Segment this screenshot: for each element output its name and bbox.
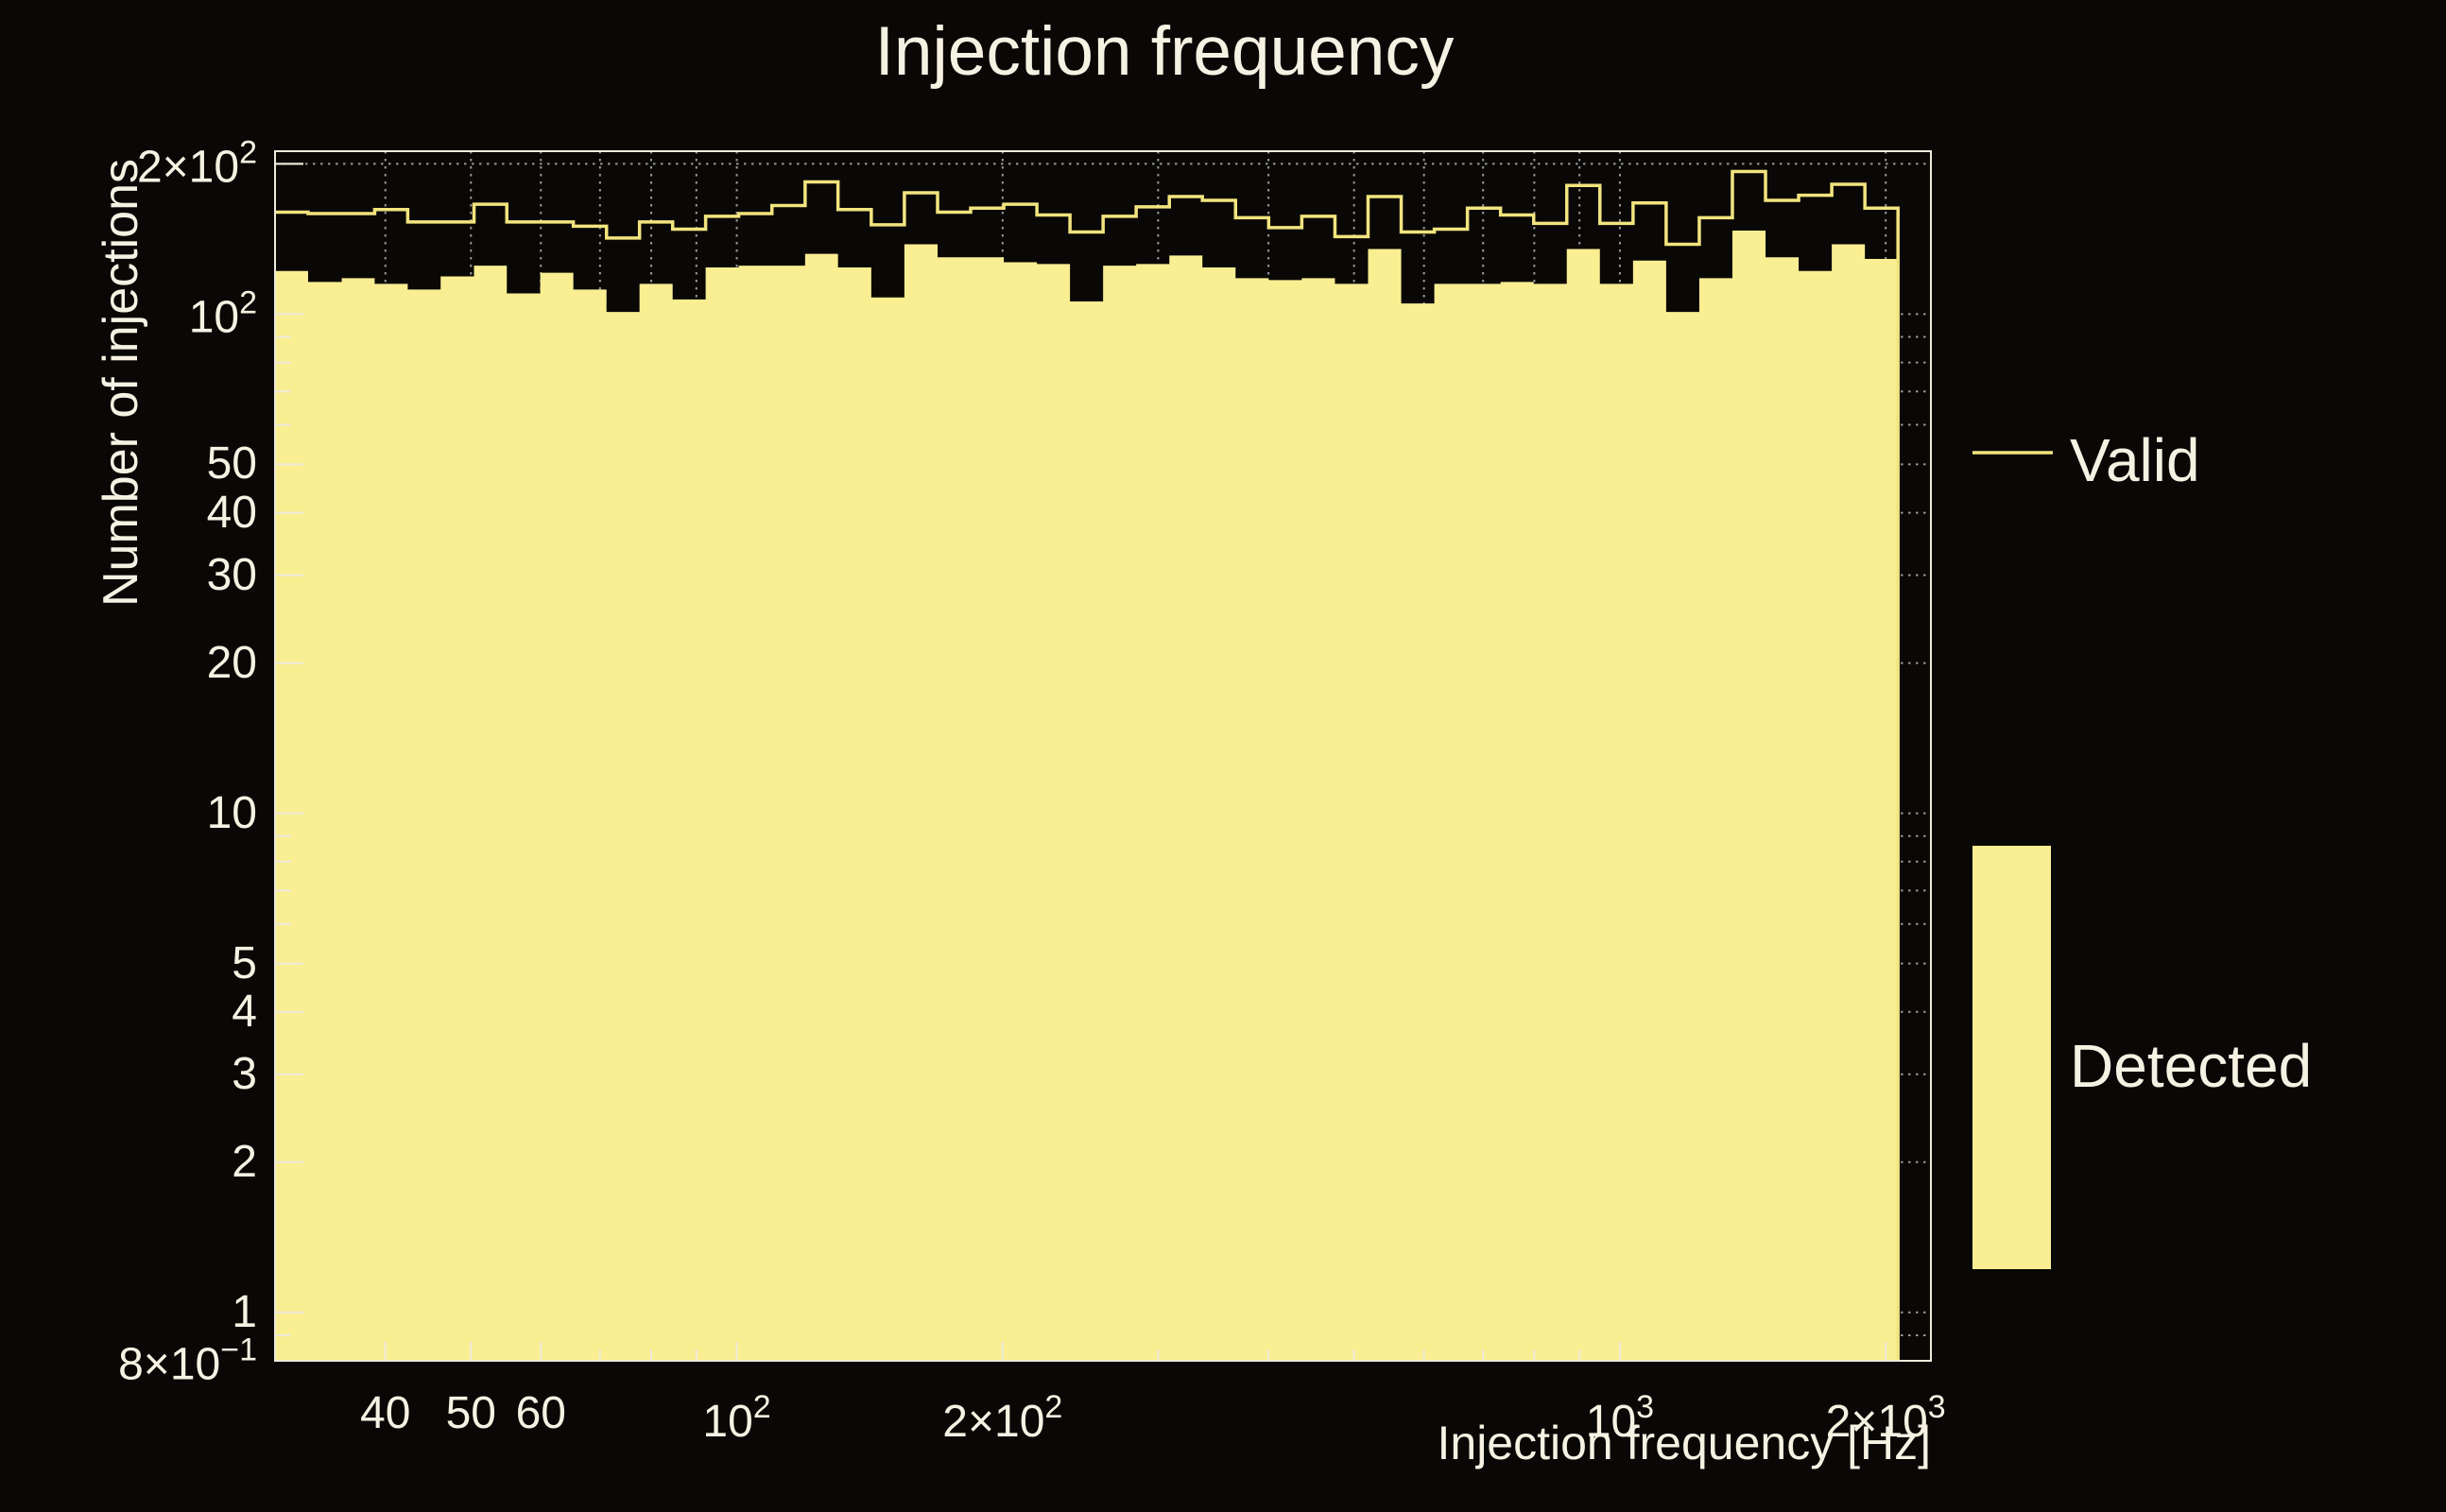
y-tick-label: 1 [232, 1286, 257, 1337]
tick-exponent: 2 [752, 1389, 771, 1425]
x-tick-label: 50 [445, 1388, 496, 1438]
y-tick-label: 102 [188, 284, 257, 343]
legend-label-detected: Detected [2070, 1032, 2313, 1100]
y-tick-label: 20 [206, 637, 257, 688]
x-tick-label: 2×102 [942, 1389, 1063, 1447]
y-tick-label: 10 [206, 787, 257, 838]
tick-exponent: 3 [1927, 1389, 1946, 1425]
y-tick-label: 5 [232, 937, 257, 988]
y-tick-label: 40 [206, 487, 257, 538]
y-tick-label: 2×102 [136, 134, 257, 193]
tick-exponent: −1 [220, 1332, 257, 1368]
legend-label-valid: Valid [2070, 426, 2200, 494]
y-tick-label: 2 [232, 1136, 257, 1187]
x-tick-label: 2×103 [1825, 1389, 1946, 1447]
y-axis-title: Number of injections [94, 159, 148, 607]
tick-exponent: 3 [1636, 1389, 1655, 1425]
plot-frame [274, 150, 1932, 1362]
chart-title: Injection frequency [874, 13, 1455, 90]
y-tick-label: 30 [206, 549, 257, 600]
tick-exponent: 2 [239, 284, 257, 321]
y-tick-label: 4 [232, 986, 257, 1037]
x-axis-title: Injection frequency [Hz] [1437, 1417, 1932, 1469]
tick-exponent: 2 [239, 134, 257, 171]
legend-marker-detected-swatch [1972, 846, 2051, 1269]
x-tick-label: 103 [1585, 1389, 1655, 1447]
y-tick-label: 8×10−1 [118, 1332, 257, 1390]
x-tick-label: 102 [702, 1389, 771, 1447]
y-tick-label: 50 [206, 438, 257, 490]
x-tick-label: 60 [515, 1388, 566, 1438]
y-tick-label: 3 [232, 1048, 257, 1099]
tick-exponent: 2 [1044, 1389, 1063, 1425]
valid-histogram [275, 169, 1900, 1361]
x-tick-label: 40 [360, 1388, 411, 1438]
detected-histogram [275, 230, 1899, 1361]
